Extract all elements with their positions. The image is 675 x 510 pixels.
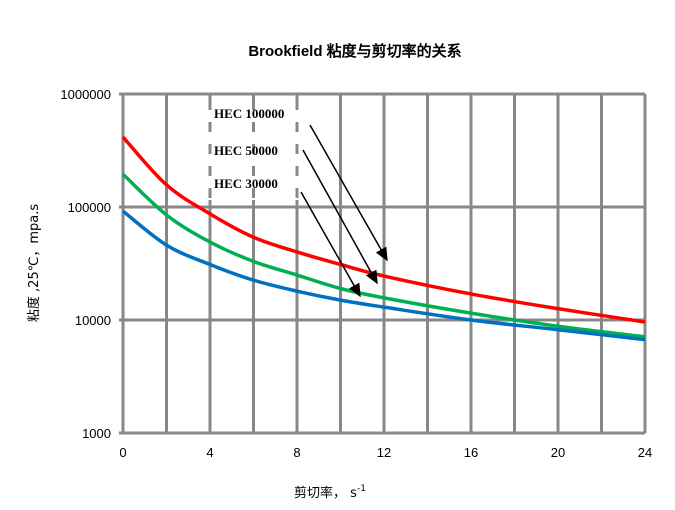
x-tick-label: 16	[464, 445, 478, 460]
y-axis-label: 粘度 ,25℃，mpa.s	[26, 204, 42, 322]
series-line-hec-50000	[121, 172, 646, 339]
series-line-hec-100000	[121, 135, 646, 324]
y-tick-label: 10000	[75, 313, 111, 328]
annotation-arrow	[302, 149, 378, 285]
x-axis-label-text: 剪切率， s	[294, 485, 357, 501]
annotation-arrow	[300, 191, 361, 298]
x-tick-label: 8	[293, 445, 300, 460]
series-annotation-label: HEC 30000	[214, 176, 278, 191]
x-axis-label-superscript: -1	[357, 484, 366, 494]
annotation-arrow	[309, 124, 388, 262]
x-axis-label: 剪切率， s-1	[294, 484, 366, 501]
y-tick-label: 1000	[82, 426, 111, 441]
series-annotation-label: HEC 50000	[214, 143, 278, 158]
x-tick-label: 4	[206, 445, 213, 460]
annotation-box	[208, 100, 304, 200]
x-tick-label: 12	[377, 445, 391, 460]
x-tick-label: 20	[551, 445, 565, 460]
x-tick-label: 24	[638, 445, 652, 460]
series-annotation-label: HEC 100000	[214, 106, 284, 121]
chart-title: Brookfield 粘度与剪切率的关系	[248, 42, 461, 60]
series-line-hec-30000	[121, 209, 646, 342]
y-tick-label: 1000000	[60, 87, 111, 102]
x-tick-label: 0	[119, 445, 126, 460]
y-tick-label: 100000	[68, 200, 111, 215]
